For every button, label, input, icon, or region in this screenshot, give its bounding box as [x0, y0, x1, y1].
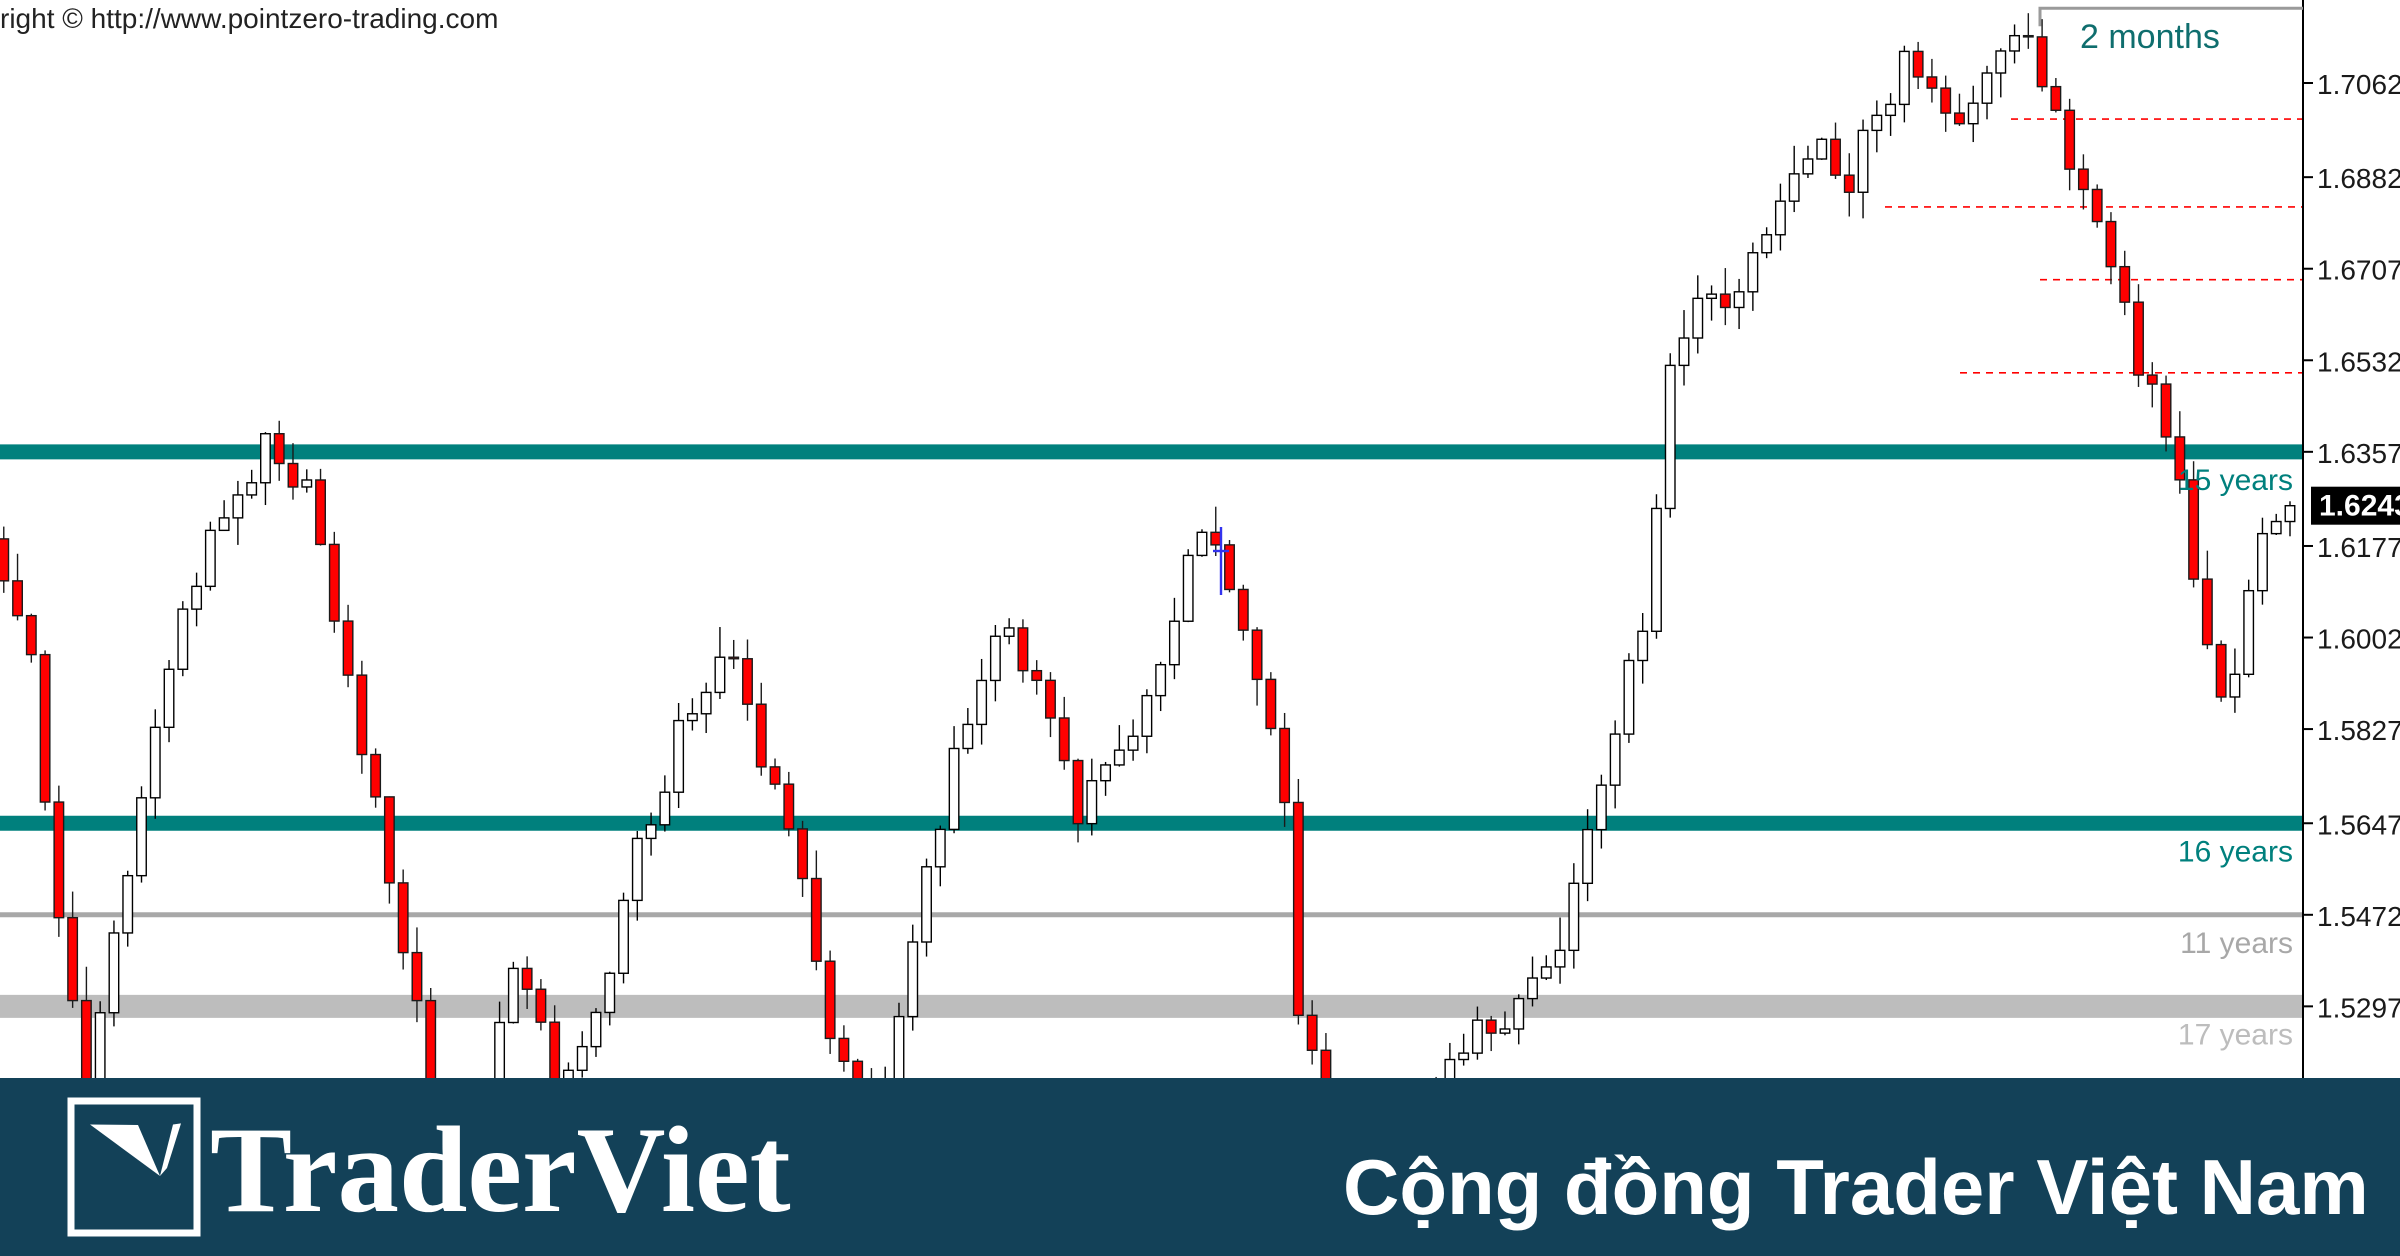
- svg-text:1.56470: 1.56470: [2317, 809, 2400, 840]
- svg-text:1.62433: 1.62433: [2319, 490, 2400, 523]
- svg-text:1.67070: 1.67070: [2317, 255, 2400, 286]
- svg-text:1.61770: 1.61770: [2317, 532, 2400, 563]
- svg-text:1.68820: 1.68820: [2317, 163, 2400, 194]
- svg-text:Cộng đồng Trader Việt Nam: Cộng đồng Trader Việt Nam: [1343, 1143, 2369, 1231]
- svg-text:1.65320: 1.65320: [2317, 346, 2400, 377]
- svg-text:1.52970: 1.52970: [2317, 992, 2400, 1023]
- svg-text:1.60020: 1.60020: [2317, 624, 2400, 655]
- svg-text:TraderViet: TraderViet: [210, 1101, 791, 1238]
- svg-text:16 years: 16 years: [2178, 835, 2293, 868]
- svg-text:15 years: 15 years: [2178, 464, 2293, 497]
- svg-text:right © http://www.pointzero-t: right © http://www.pointzero-trading.com: [0, 3, 498, 34]
- svg-text:17 years: 17 years: [2178, 1018, 2293, 1051]
- svg-text:2 months: 2 months: [2080, 18, 2220, 56]
- svg-text:11 years: 11 years: [2180, 927, 2293, 960]
- svg-text:1.58270: 1.58270: [2317, 715, 2400, 746]
- svg-text:1.63570: 1.63570: [2317, 438, 2400, 469]
- svg-text:1.70620: 1.70620: [2317, 69, 2400, 100]
- svg-text:1.54720: 1.54720: [2317, 901, 2400, 932]
